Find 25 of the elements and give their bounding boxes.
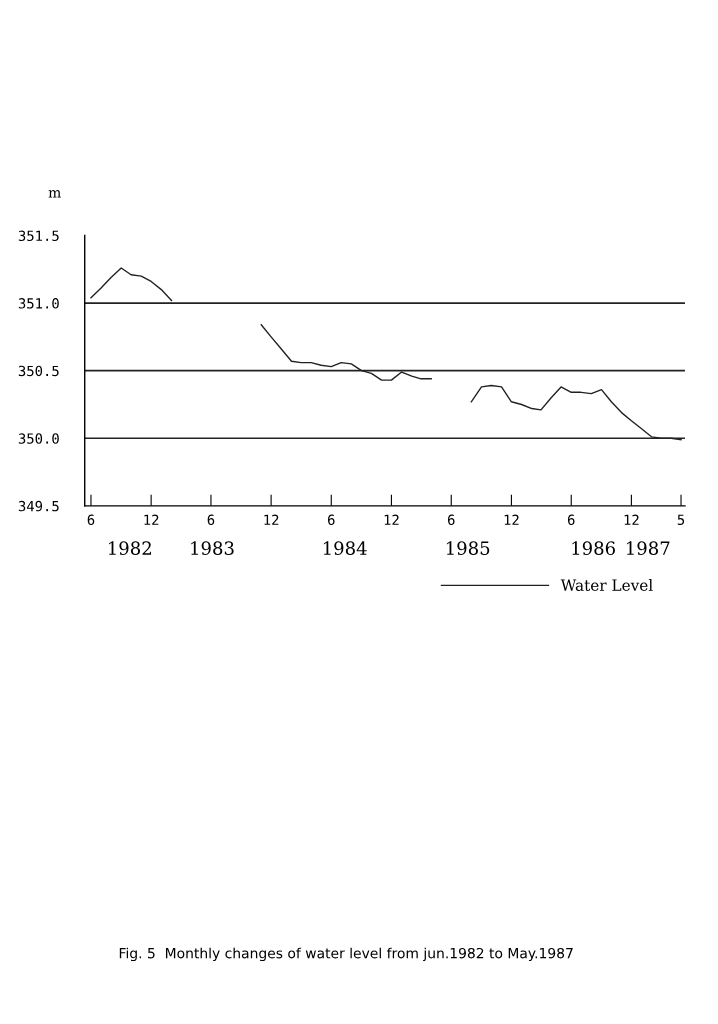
text: Water Level [560, 579, 653, 591]
y-tick-label: 351.5 [18, 230, 59, 242]
y-axis-title: m [48, 190, 61, 198]
text: 1984 [323, 541, 367, 555]
text: 1986 [572, 541, 615, 555]
y-tick-label: 350.0 [18, 433, 59, 444]
x-tick-label: 12 [144, 514, 159, 525]
x-tick-label: 6 [87, 514, 95, 526]
x-tick-label: 12 [504, 514, 519, 525]
x-tick-label: 5 [677, 514, 685, 526]
x-tick-label: 12 [264, 514, 279, 525]
y-tick-label: 349.5 [18, 500, 59, 512]
x-tick-label: 12 [624, 514, 639, 525]
text: 1982 [108, 541, 151, 555]
x-tick-label: 6 [567, 514, 575, 526]
caption: Fig. 5 Monthly changes of water level from jun.1982 to May.1987 [119, 947, 573, 962]
y-tick-label: 350.5 [18, 365, 59, 377]
x-tick-label: 6 [207, 514, 215, 526]
text: 1983 [191, 541, 234, 555]
y-tick-label: 351.0 [18, 298, 59, 309]
text: 1985 [446, 541, 490, 555]
x-tick-label: 12 [384, 514, 399, 525]
text: 1987 [626, 541, 670, 555]
x-tick-label: 6 [447, 514, 455, 526]
x-tick-label: 6 [327, 514, 335, 526]
